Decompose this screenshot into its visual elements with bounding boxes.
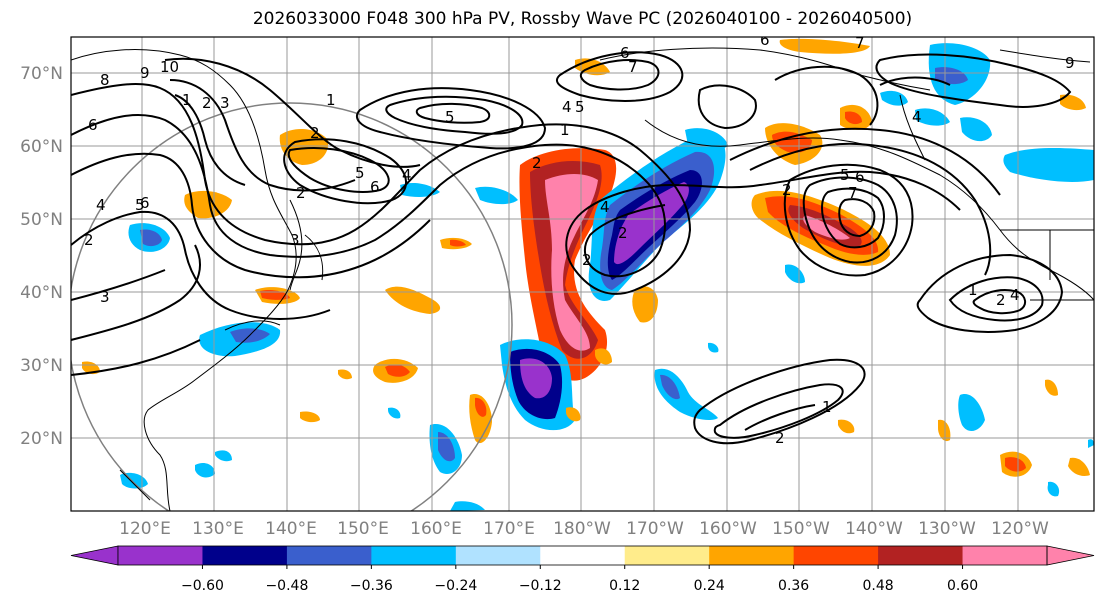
- contour-label: 2: [618, 224, 628, 242]
- contour-label: 2: [775, 429, 785, 447]
- contour-label: 2: [532, 154, 542, 172]
- lon-label: 160°E: [410, 519, 462, 539]
- lon-label: 140°E: [265, 519, 317, 539]
- colorbar-swatch: [540, 546, 626, 565]
- lon-label: 140°W: [845, 519, 903, 539]
- contour-label: 5: [355, 164, 365, 182]
- contour-label: 5: [840, 166, 850, 184]
- contour-label: 4: [562, 98, 572, 116]
- colorbar-ticks: −0.60 −0.48 −0.36 −0.24 −0.12 0.12 0.24 0.36 0.4…: [181, 565, 978, 594]
- colorbar-tick-label: 0.48: [863, 578, 894, 594]
- lat-label: 50°N: [20, 210, 63, 230]
- lon-label: 130°E: [192, 519, 244, 539]
- lon-label: 170°E: [483, 519, 535, 539]
- lon-label: 150°W: [772, 519, 830, 539]
- colorbar-swatch: [962, 546, 1048, 565]
- contour-labels: 8 9 10 6 1 2 3 4 2 5 6 1 2 5 4 6 5 5 6 7…: [84, 31, 1075, 447]
- contour-label: 5: [445, 108, 455, 126]
- lon-label: 130°W: [918, 519, 976, 539]
- colorbar-swatch: [118, 546, 203, 565]
- colorbar-tick-label: 0.36: [778, 578, 809, 594]
- contour-label: 6: [855, 168, 865, 186]
- contour-label: 2: [296, 184, 306, 202]
- pv-contours: [71, 51, 1072, 445]
- colorbar-swatch: [371, 546, 457, 565]
- contour-label: 4: [96, 196, 106, 214]
- colorbar-tick-label: −0.48: [265, 578, 308, 594]
- latitude-labels: 70°N 60°N 50°N 40°N 30°N 20°N: [20, 64, 63, 449]
- contour-label: 9: [140, 64, 150, 82]
- lon-label: 170°W: [626, 519, 684, 539]
- lat-label: 40°N: [20, 283, 63, 303]
- longitude-labels: 120°E 130°E 140°E 150°E 160°E 170°E 180°…: [119, 519, 1049, 539]
- lon-label: 160°W: [699, 519, 757, 539]
- contour-label: 2: [310, 124, 320, 142]
- range-circle: [71, 102, 513, 511]
- contour-label: 5: [575, 98, 585, 116]
- coastlines: [71, 47, 1094, 511]
- contour-label: 7: [628, 58, 638, 76]
- contour-label: 7: [848, 184, 858, 202]
- contour-label: 3: [100, 288, 110, 306]
- lat-label: 60°N: [20, 137, 63, 157]
- colorbar-tick-label: 0.60: [947, 578, 978, 594]
- contour-label: 6: [760, 31, 770, 49]
- contour-label: 4: [600, 198, 610, 216]
- lon-label: 120°W: [991, 519, 1049, 539]
- colorbar-tick-label: −0.12: [519, 578, 562, 594]
- map-panel: 8 9 10 6 1 2 3 4 2 5 6 1 2 5 4 6 5 5 6 7…: [71, 31, 1094, 511]
- contour-label: 1: [968, 281, 978, 299]
- contour-label: 6: [620, 44, 630, 62]
- colorbar: [70, 545, 1095, 566]
- contour-label: 6: [88, 116, 98, 134]
- colorbar-outline: [117, 545, 1048, 566]
- map-title: 2026033000 F048 300 hPa PV, Rossby Wave …: [252, 9, 913, 29]
- lat-label: 70°N: [20, 64, 63, 84]
- contour-label: 1: [182, 91, 192, 109]
- colorbar-extend-min: [70, 545, 119, 566]
- lon-label: 120°E: [119, 519, 171, 539]
- contour-label: 4: [912, 108, 922, 126]
- colorbar-tick-label: −0.24: [434, 578, 477, 594]
- contour-label: 1: [560, 121, 570, 139]
- contour-label: 2: [202, 94, 212, 112]
- contour-label: 3: [290, 231, 300, 249]
- contour-label: 10: [160, 58, 179, 76]
- contour-label: 5: [135, 196, 145, 214]
- colorbar-tick-label: −0.36: [350, 578, 393, 594]
- contour-label: 2: [782, 181, 792, 199]
- contour-label: 8: [100, 71, 110, 89]
- contour-label: 6: [370, 178, 380, 196]
- map-frame: [70, 36, 1095, 512]
- contour-label: 6: [140, 194, 150, 212]
- contour-label: 2: [582, 251, 592, 269]
- colorbar-extend-max: [1046, 545, 1095, 566]
- colorbar-swatch: [455, 546, 541, 565]
- contour-label: 4: [402, 166, 412, 184]
- contour-label: 2: [996, 291, 1006, 309]
- colorbar-tick-label: −0.60: [181, 578, 224, 594]
- colorbar-swatch: [624, 546, 710, 565]
- contour-label: 2: [84, 231, 94, 249]
- contour-label: 3: [220, 94, 230, 112]
- contour-label: 9: [1065, 54, 1075, 72]
- colorbar-swatch: [286, 546, 372, 565]
- colorbar-swatch: [202, 546, 288, 565]
- lon-label: 150°E: [337, 519, 389, 539]
- contour-label: 1: [326, 91, 336, 109]
- lat-label: 20°N: [20, 429, 63, 449]
- contour-label: 1: [822, 398, 832, 416]
- colorbar-swatch: [793, 546, 879, 565]
- colorbar-swatch: [878, 546, 964, 565]
- lon-label: 180°W: [553, 519, 611, 539]
- contour-label: 7: [855, 34, 865, 52]
- contour-label: 4: [1010, 286, 1020, 304]
- colorbar-tick-label: 0.12: [609, 578, 640, 594]
- colorbar-tick-label: 0.24: [694, 578, 725, 594]
- lat-label: 30°N: [20, 356, 63, 376]
- colorbar-swatch: [709, 546, 795, 565]
